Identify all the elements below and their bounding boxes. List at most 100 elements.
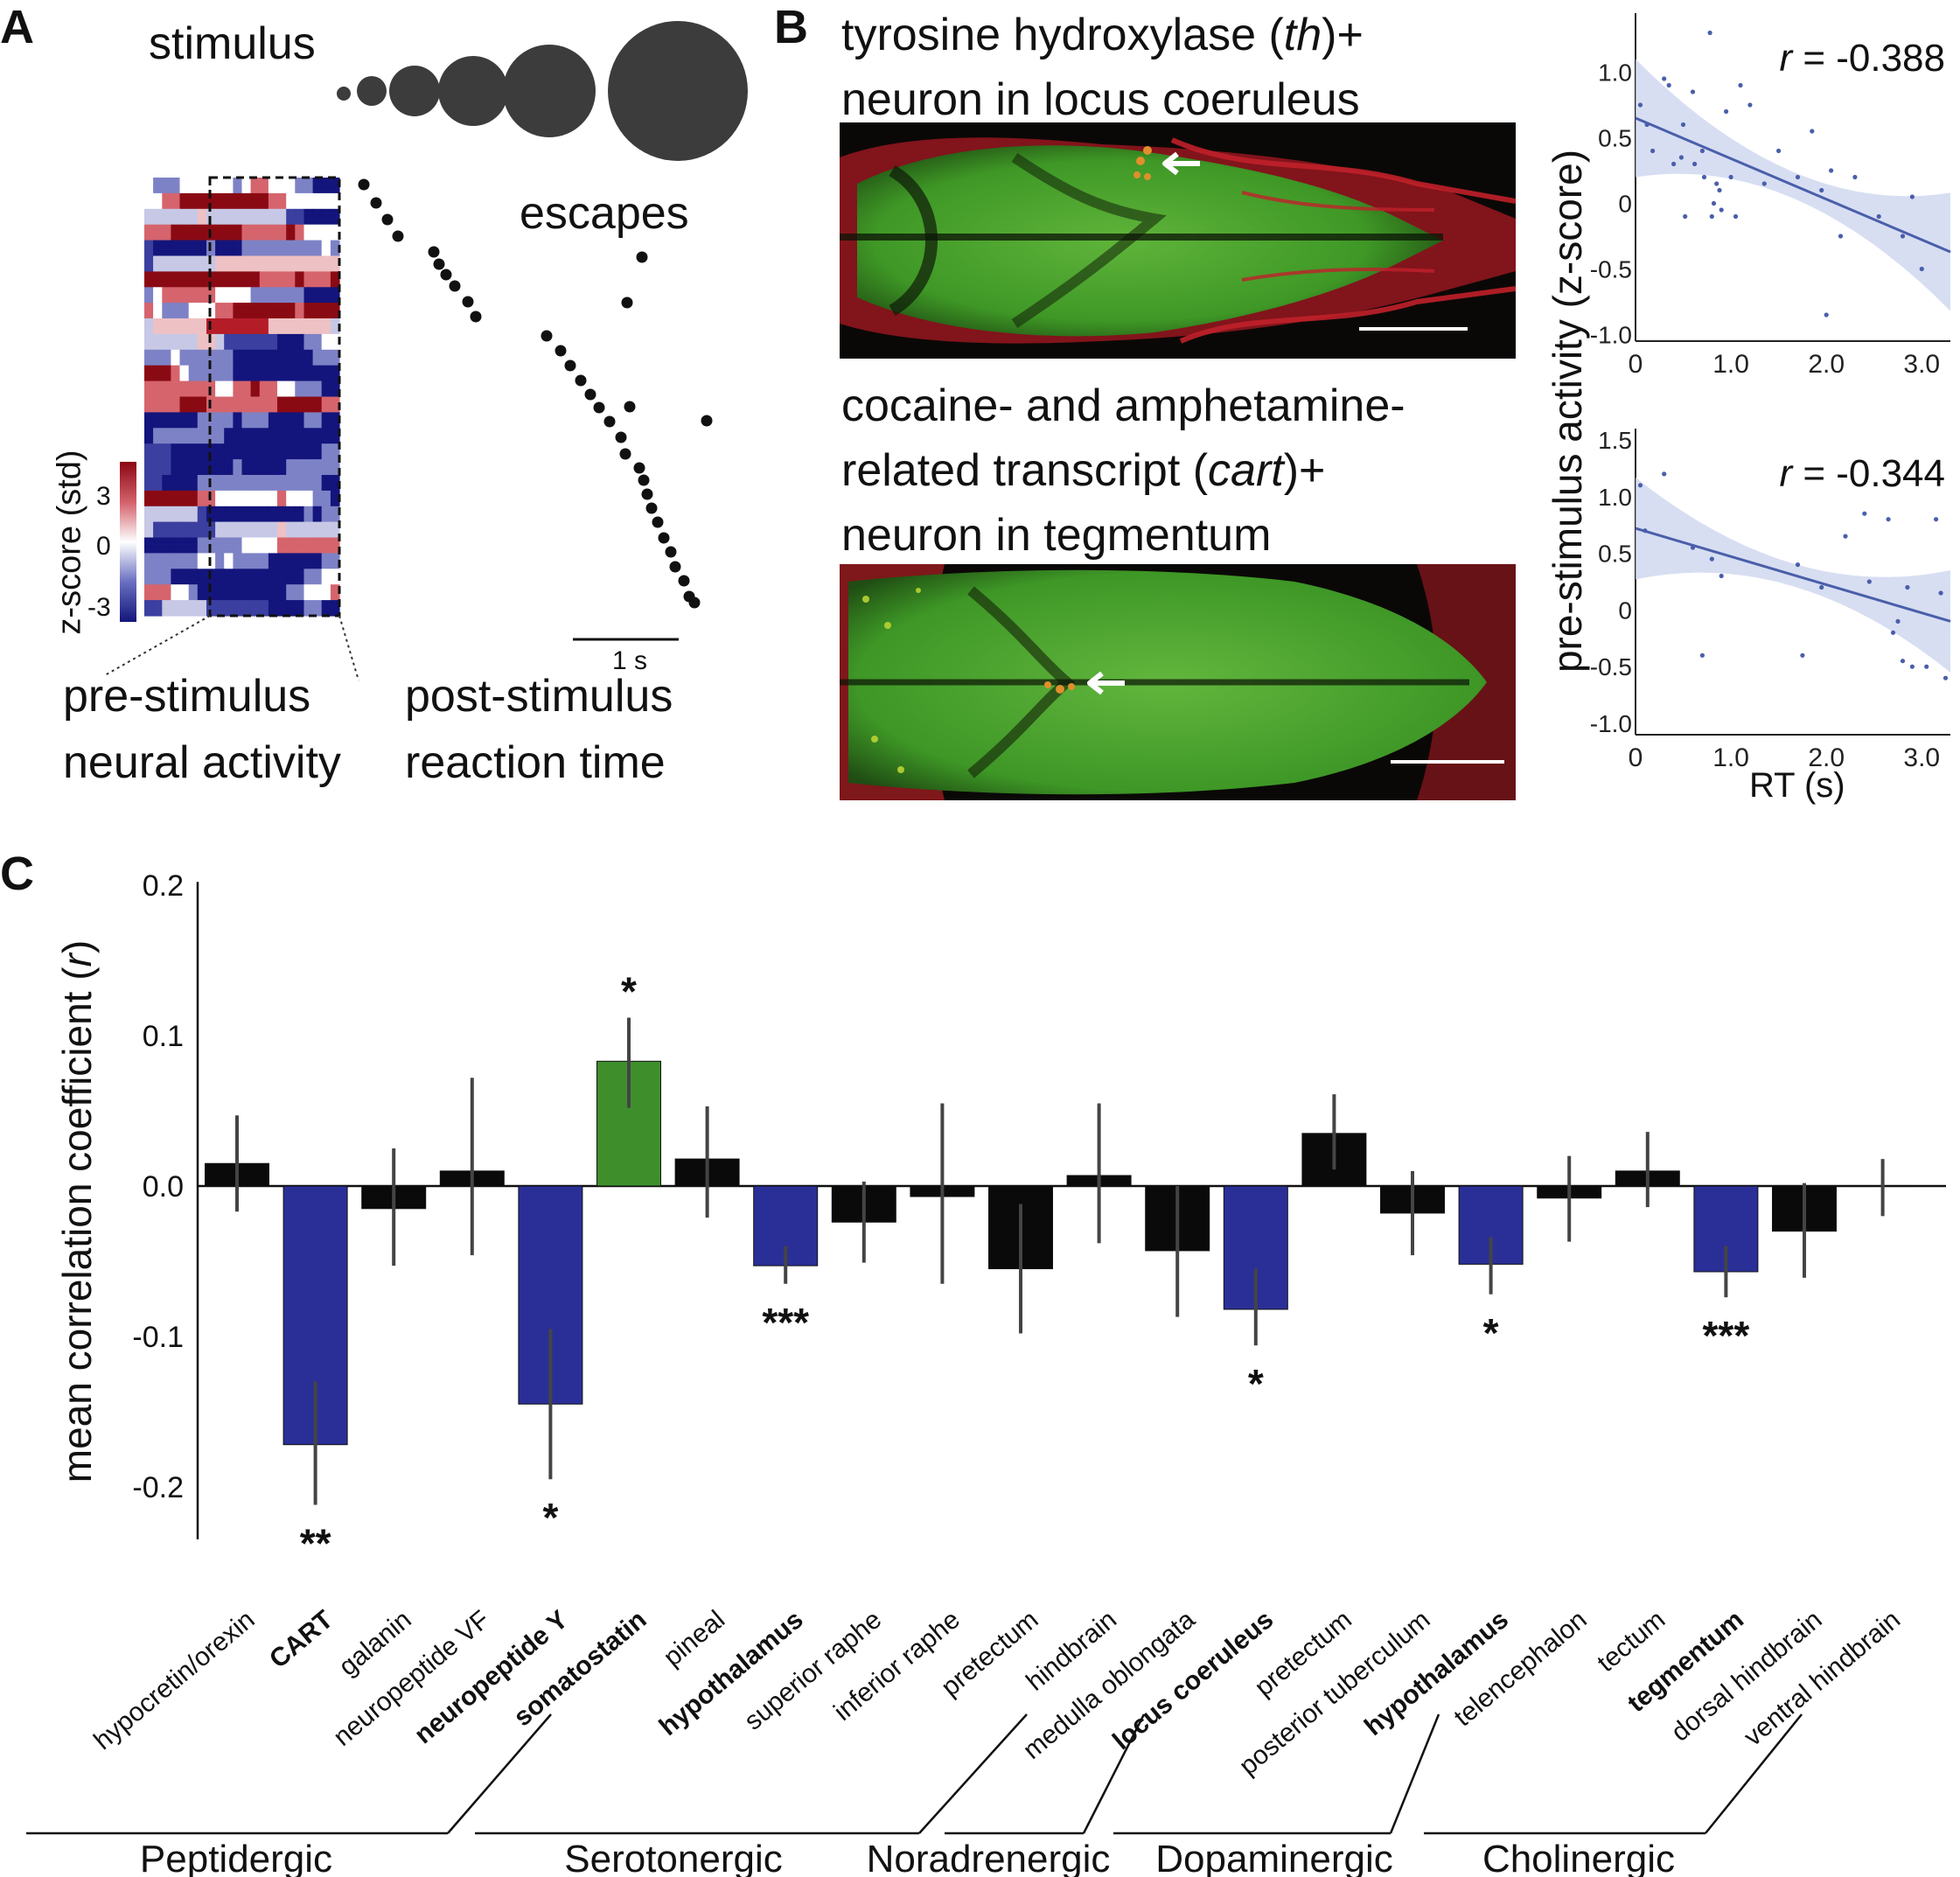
heatmap-cell — [330, 428, 340, 444]
heatmap-cell — [171, 584, 181, 601]
heatmap-cell — [224, 569, 234, 585]
heatmap-cell — [259, 569, 269, 585]
category-label: telencephalon — [1448, 1605, 1592, 1732]
escape-dot — [621, 297, 633, 309]
heatmap-cell — [144, 365, 154, 382]
heatmap-cell — [144, 584, 154, 601]
heatmap-cell — [144, 475, 154, 492]
cart-title: cocaine- and amphetamine- — [841, 380, 1405, 431]
heatmap-cell — [153, 600, 163, 617]
heatmap-cell — [321, 553, 331, 569]
heatmap-cell — [171, 271, 181, 288]
heatmap-cell — [162, 271, 171, 288]
heatmap-cell — [144, 192, 154, 210]
heatmap-cell — [162, 318, 171, 335]
heatmap-cell — [321, 318, 331, 335]
heatmap-cell — [224, 428, 234, 444]
heatmap-cell — [295, 255, 304, 272]
heatmap-cell — [224, 396, 234, 413]
heatmap-cell — [206, 192, 216, 210]
heatmap-cell — [241, 584, 252, 601]
heatmap-cell — [233, 224, 243, 241]
heatmap-cell — [215, 318, 225, 335]
heatmap-cell — [268, 553, 278, 569]
heatmap-cell — [188, 553, 199, 569]
heatmap-cell — [144, 569, 154, 585]
heatmap-cell — [179, 333, 190, 351]
heatmap-cell — [312, 459, 323, 476]
category-label: CART — [264, 1605, 338, 1674]
heatmap-cell — [250, 224, 261, 241]
heatmap-cell — [144, 303, 154, 319]
heatmap-cell — [215, 600, 225, 617]
escape-dot — [449, 280, 461, 292]
scatter-ylabel: pre-stimulus activity (z-score) — [1545, 149, 1590, 673]
heatmap-cell — [268, 208, 278, 226]
cart-micrograph — [840, 564, 1516, 800]
heatmap-cell — [179, 600, 190, 617]
heatmap-cell — [268, 521, 278, 539]
heatmap-cell — [277, 240, 287, 257]
heatmap-cell — [259, 412, 269, 429]
heatmap-cell — [224, 459, 234, 476]
scatter-point — [1643, 528, 1648, 534]
scatter-y-tick: 0 — [1618, 191, 1632, 218]
heatmap-cell — [153, 178, 163, 194]
heatmap-cell — [188, 224, 199, 241]
heatmap-cell — [277, 365, 287, 382]
fit-line — [1635, 116, 1951, 254]
heatmap-cell — [171, 192, 181, 210]
scatter-point — [1866, 579, 1872, 584]
heatmap-cell — [144, 537, 154, 554]
heatmap-cell — [224, 349, 234, 366]
heatmap-cell — [303, 192, 314, 210]
heatmap-cell — [259, 178, 269, 194]
heatmap-cell — [179, 287, 190, 304]
heatmap-cell — [171, 287, 181, 304]
heatmap-cell — [330, 271, 340, 288]
heatmap-cell — [215, 192, 225, 210]
heatmap-cell — [197, 490, 207, 507]
stimulus-label: stimulus — [149, 18, 316, 69]
heatmap-cell — [330, 287, 340, 304]
heatmap-cell — [312, 365, 323, 382]
heatmap-cell — [153, 396, 163, 413]
escape-dot — [575, 374, 587, 387]
scatter-point — [1724, 108, 1729, 115]
scatter-point — [1662, 471, 1667, 477]
heatmap-cell — [250, 349, 261, 366]
heatmap-cell — [171, 459, 181, 476]
heatmap-cell — [162, 365, 171, 382]
heatmap-cell — [215, 412, 225, 429]
heatmap-cell — [286, 208, 296, 226]
heatmap-cell — [259, 349, 269, 366]
heatmap-cell — [179, 208, 190, 226]
scatter-point — [1934, 517, 1939, 522]
heatmap-cell — [188, 318, 199, 335]
heatmap-cell — [303, 428, 314, 444]
heatmap-cell — [303, 443, 314, 460]
heatmap-cell — [144, 459, 154, 476]
heatmap-cell — [144, 490, 154, 507]
heatmap-cell — [179, 537, 190, 554]
heatmap-cell — [188, 271, 199, 288]
scatter-point — [1711, 200, 1717, 206]
escape-dot — [541, 330, 553, 342]
heatmap-cell — [215, 380, 225, 398]
scatter-point — [1795, 562, 1801, 568]
heatmap-cell — [268, 333, 278, 351]
heatmap-cell — [233, 584, 243, 601]
heatmap-cell — [286, 475, 296, 492]
heatmap-cell — [330, 537, 340, 554]
heatmap-cell — [250, 192, 261, 210]
group-label: Peptidergic — [140, 1838, 332, 1877]
heatmap-cell — [144, 333, 154, 351]
heatmap-cell — [197, 349, 207, 366]
heatmap-cell — [215, 240, 225, 257]
scatter-point — [1699, 652, 1705, 658]
heatmap-cell — [321, 396, 331, 413]
heatmap-cell — [162, 553, 171, 569]
heatmap-cell — [241, 521, 252, 539]
group-bracket — [918, 1713, 1028, 1834]
heatmap-cell — [233, 365, 243, 382]
